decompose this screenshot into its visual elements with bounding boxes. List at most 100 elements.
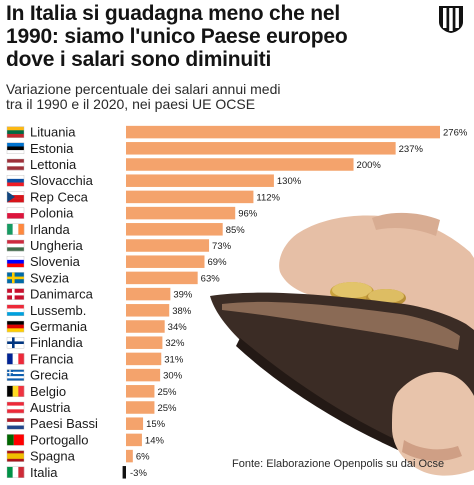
country-label-lituania: Lituania (30, 125, 76, 140)
bar-ungheria (126, 239, 210, 252)
country-label-danimarca: Danimarca (30, 287, 94, 302)
bar-rep-ceca (126, 190, 254, 204)
value-label-danimarca: 39% (173, 290, 193, 301)
value-label-germania: 34% (168, 322, 188, 333)
value-label-irlanda: 85% (226, 225, 246, 236)
headline-line-2: 1990: siamo l'unico Paese europeo (6, 25, 348, 48)
value-label-slovenia: 69% (208, 257, 228, 268)
chart-subtitle: Variazione percentuale dei salari annui … (6, 82, 306, 112)
subtitle-line-2: tra il 1990 e il 2020, nei paesi UE OCSE (6, 96, 256, 112)
headline: In Italia si guadagna meno che nel 1990:… (6, 2, 426, 71)
flag-paesi-bassi-icon (6, 418, 25, 430)
country-label-finlandia: Finlandia (30, 335, 84, 350)
headline-line-3: dove i salari sono diminuiti (6, 48, 272, 71)
flag-slovenia-icon (6, 256, 25, 268)
value-label-paesi-bassi: 15% (146, 419, 166, 430)
bar-paesi-bassi (126, 417, 144, 430)
flag-rep-ceca-icon (6, 191, 25, 203)
bar-italia (122, 466, 126, 479)
country-label-lussemb: Lussemb. (30, 303, 86, 318)
value-label-svezia: 63% (201, 273, 221, 284)
flag-belgio-icon (6, 385, 25, 397)
country-label-polonia: Polonia (30, 206, 74, 221)
flag-finlandia-icon (6, 337, 25, 349)
bar-francia (126, 352, 162, 366)
country-label-paesi-bassi: Paesi Bassi (30, 416, 98, 431)
flag-grecia-icon (6, 369, 25, 381)
flag-austria-icon (6, 401, 25, 414)
value-label-lussemb: 38% (172, 306, 192, 317)
flag-germania-icon (6, 320, 25, 333)
bar-portogallo (126, 433, 142, 447)
bar-danimarca (126, 287, 171, 301)
bar-estonia (126, 142, 396, 155)
country-label-svezia: Svezia (30, 270, 70, 285)
bar-lettonia (126, 158, 354, 171)
bar-irlanda (126, 223, 223, 236)
bar-lussemb (126, 304, 170, 317)
bar-finlandia (126, 336, 163, 349)
flag-lettonia-icon (6, 158, 25, 171)
value-label-austria: 25% (157, 403, 177, 414)
country-label-francia: Francia (30, 351, 74, 366)
flag-estonia-icon (6, 142, 25, 155)
value-label-estonia: 237% (399, 144, 424, 155)
value-label-spagna: 6% (136, 452, 150, 463)
country-label-portogallo: Portogallo (30, 432, 89, 447)
country-label-slovacchia: Slovacchia (30, 173, 94, 188)
country-label-germania: Germania (30, 319, 88, 334)
headline-line-1: In Italia si guadagna meno che nel (6, 2, 340, 25)
country-label-rep-ceca: Rep Ceca (30, 189, 89, 204)
flag-polonia-icon (6, 207, 25, 219)
flag-svezia-icon (6, 272, 25, 284)
bar-slovenia (126, 255, 205, 268)
bar-spagna (126, 449, 133, 463)
flag-danimarca-icon (6, 288, 25, 300)
flag-lituania-icon (6, 126, 25, 138)
country-label-belgio: Belgio (30, 384, 66, 399)
value-label-lituania: 276% (443, 128, 468, 139)
country-label-spagna: Spagna (30, 449, 76, 464)
flag-ungheria-icon (6, 239, 25, 252)
subtitle-line-1: Variazione percentuale dei salari annui … (6, 81, 281, 97)
country-label-estonia: Estonia (30, 141, 74, 156)
value-label-finlandia: 32% (165, 338, 185, 349)
striped-shield-logo (439, 6, 463, 33)
value-label-italia: -3% (130, 468, 147, 479)
bar-austria (126, 401, 155, 414)
flag-slovacchia-icon (6, 174, 25, 187)
value-label-lettonia: 200% (357, 160, 382, 171)
value-label-grecia: 30% (163, 371, 183, 382)
country-label-lettonia: Lettonia (30, 157, 77, 172)
bar-germania (126, 320, 165, 333)
bar-polonia (126, 206, 236, 220)
bar-lituania (126, 125, 440, 139)
country-label-ungheria: Ungheria (30, 238, 84, 253)
flag-italia-icon (6, 466, 25, 478)
flag-portogallo-icon (6, 434, 25, 446)
bar-grecia (126, 368, 161, 382)
value-label-belgio: 25% (157, 387, 177, 398)
value-label-polonia: 96% (238, 209, 258, 220)
value-label-ungheria: 73% (212, 241, 232, 252)
country-label-austria: Austria (30, 400, 71, 415)
flag-irlanda-icon (6, 223, 25, 236)
value-label-portogallo: 14% (145, 435, 165, 446)
value-label-rep-ceca: 112% (256, 192, 280, 203)
bar-slovacchia (126, 174, 274, 187)
country-label-slovenia: Slovenia (30, 254, 81, 269)
flag-lussemb-icon (6, 304, 25, 316)
bar-svezia (126, 271, 198, 285)
value-label-francia: 31% (164, 354, 184, 365)
value-label-slovacchia: 130% (277, 176, 302, 187)
country-label-grecia: Grecia (30, 368, 69, 383)
country-label-irlanda: Irlanda (30, 222, 71, 237)
country-label-italia: Italia (30, 465, 58, 480)
flag-spagna-icon (6, 450, 25, 462)
flag-francia-icon (6, 353, 25, 365)
bar-belgio (126, 385, 155, 398)
source-note: Fonte: Elaborazione Openpolis su dai Ocs… (232, 458, 445, 470)
